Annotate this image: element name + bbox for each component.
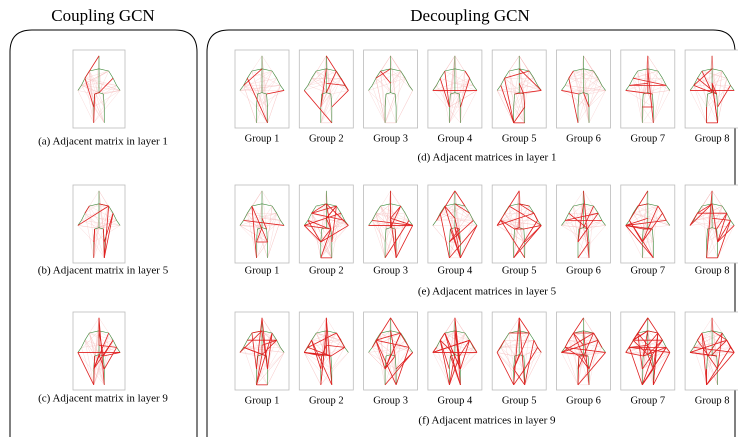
skeleton-thumbnail (73, 312, 125, 390)
skeleton-thumbnail (299, 312, 353, 390)
skeleton-thumbnail (299, 185, 353, 263)
group-label: Group 5 (502, 265, 537, 276)
panel-title: Coupling GCN (51, 6, 154, 25)
group-label: Group 6 (566, 133, 601, 144)
group-label: Group 3 (373, 265, 408, 276)
skeleton-thumbnail (73, 185, 125, 263)
group-label: Group 4 (438, 265, 473, 276)
group-label: Group 4 (438, 133, 473, 144)
caption: (f) Adjacent matrices in layer 9 (418, 415, 556, 427)
group-label: Group 1 (245, 265, 280, 276)
group-label: Group 3 (373, 133, 408, 144)
skeleton-thumbnail (685, 312, 738, 390)
group-label: Group 2 (309, 265, 344, 276)
group-label: Group 1 (245, 133, 280, 144)
skeleton-thumbnail (299, 50, 353, 128)
group-label: Group 7 (630, 265, 665, 276)
panel-title: Decoupling GCN (410, 6, 529, 25)
group-label: Group 1 (245, 395, 280, 406)
group-label: Group 2 (309, 133, 344, 144)
group-label: Group 3 (373, 395, 408, 406)
skeleton-thumbnail (557, 312, 611, 390)
skeleton-thumbnail (557, 50, 611, 128)
skeleton-thumbnail (235, 185, 289, 263)
skeleton-thumbnail (621, 185, 675, 263)
group-label: Group 5 (502, 133, 537, 144)
caption: (a) Adjacent matrix in layer 1 (38, 136, 168, 148)
group-label: Group 5 (502, 395, 537, 406)
skeleton-thumbnail (685, 185, 738, 263)
group-label: Group 8 (695, 395, 730, 406)
caption: (e) Adjacent matrices in layer 5 (418, 286, 557, 298)
skeleton-thumbnail (621, 312, 675, 390)
group-label: Group 8 (695, 133, 730, 144)
group-label: Group 7 (630, 133, 665, 144)
skeleton-thumbnail (428, 50, 482, 128)
figure: Coupling GCN Decoupling GCN (a) Adjacent… (0, 0, 738, 437)
skeleton-thumbnail (492, 50, 546, 128)
skeleton-thumbnail (428, 312, 482, 390)
skeleton-thumbnail (73, 50, 125, 128)
skeleton-thumbnail (557, 185, 611, 263)
group-label: Group 7 (630, 395, 665, 406)
group-label: Group 6 (566, 395, 601, 406)
skeleton-thumbnail (235, 50, 289, 128)
skeleton-thumbnail (364, 185, 418, 263)
caption: (c) Adjacent matrix in layer 9 (38, 393, 168, 405)
group-label: Group 6 (566, 265, 601, 276)
group-label: Group 8 (695, 265, 730, 276)
skeleton-thumbnail (235, 312, 289, 390)
skeleton-thumbnail (492, 312, 546, 390)
skeleton-thumbnail (364, 50, 418, 128)
skeleton-thumbnail (685, 50, 738, 128)
group-label: Group 4 (438, 395, 473, 406)
skeleton-thumbnail (492, 185, 546, 263)
skeleton-thumbnail (364, 312, 418, 390)
group-label: Group 2 (309, 395, 344, 406)
skeleton-thumbnail (428, 185, 482, 263)
caption: (d) Adjacent matrices in layer 1 (418, 152, 557, 164)
caption: (b) Adjacent matrix in layer 5 (38, 265, 169, 277)
skeleton-thumbnail (621, 50, 675, 128)
